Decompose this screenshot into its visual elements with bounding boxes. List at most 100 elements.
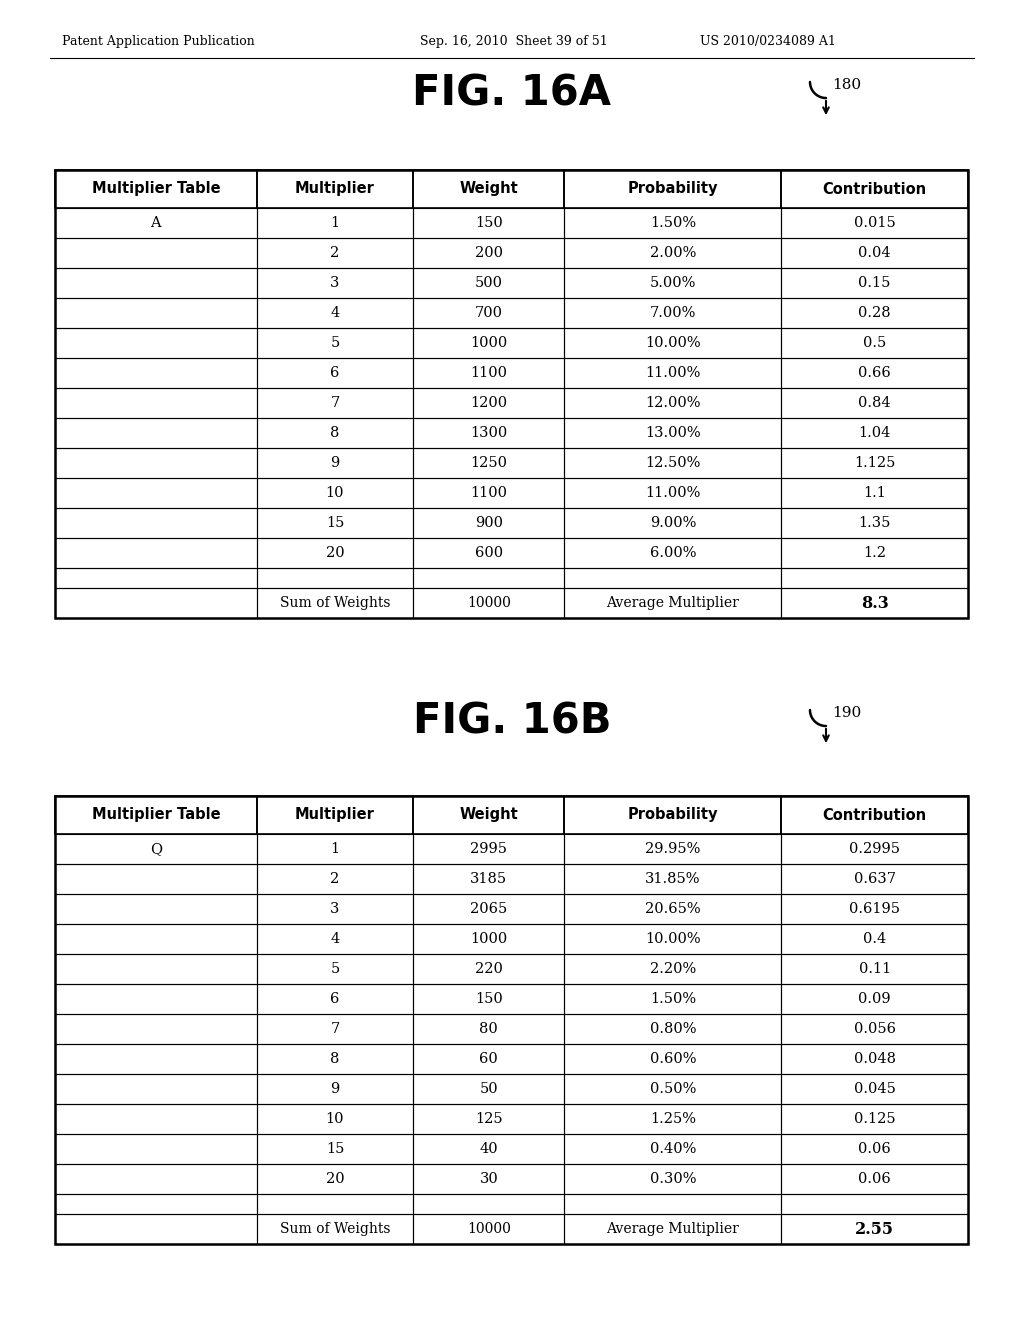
Bar [257,1104,413,1134]
Bar [781,1164,968,1195]
Text: 9: 9 [331,1082,340,1096]
Bar [413,983,564,1014]
Bar [781,1214,968,1243]
Bar [55,568,257,587]
Text: 0.66: 0.66 [858,366,891,380]
Text: FIG. 16B: FIG. 16B [413,700,611,742]
Bar [257,796,413,834]
Text: 1200: 1200 [470,396,507,411]
Bar [781,327,968,358]
Text: 1250: 1250 [470,455,507,470]
Bar [564,924,781,954]
Text: 60: 60 [479,1052,499,1067]
Text: 10000: 10000 [467,1222,511,1236]
Text: 12.00%: 12.00% [645,396,700,411]
Bar [257,238,413,268]
Text: 3185: 3185 [470,873,507,886]
Text: 0.40%: 0.40% [649,1142,696,1156]
Bar [781,894,968,924]
Text: Sum of Weights: Sum of Weights [280,597,390,610]
Bar [781,238,968,268]
Text: 40: 40 [479,1142,498,1156]
Bar [413,327,564,358]
Bar [413,568,564,587]
Bar [55,894,257,924]
Text: Average Multiplier: Average Multiplier [606,597,739,610]
Bar [564,1044,781,1074]
Bar [257,327,413,358]
Text: 8: 8 [331,1052,340,1067]
Text: 900: 900 [475,516,503,531]
Bar [257,388,413,418]
Bar [564,587,781,618]
Bar [257,954,413,983]
Bar [257,1014,413,1044]
Text: 1.1: 1.1 [863,486,886,500]
Text: Contribution: Contribution [822,181,927,197]
Text: 1100: 1100 [470,486,507,500]
Text: 1.50%: 1.50% [650,216,696,230]
Text: 8: 8 [331,426,340,440]
Text: 15: 15 [326,1142,344,1156]
Bar [413,1134,564,1164]
Bar [257,298,413,327]
Text: Multiplier: Multiplier [295,181,375,197]
Bar [55,954,257,983]
Text: Q: Q [150,842,162,855]
Bar [781,1104,968,1134]
Bar [413,358,564,388]
Text: 0.045: 0.045 [854,1082,896,1096]
Text: 6: 6 [331,993,340,1006]
Text: Multiplier Table: Multiplier Table [91,808,220,822]
Bar [564,1104,781,1134]
Bar [55,508,257,539]
Text: 1000: 1000 [470,337,508,350]
Bar [413,834,564,865]
Text: 6: 6 [331,366,340,380]
Text: 7: 7 [331,396,340,411]
Text: 0.048: 0.048 [854,1052,896,1067]
Bar [257,1164,413,1195]
Bar [564,170,781,209]
Text: 2: 2 [331,246,340,260]
Bar [257,539,413,568]
Bar [257,1074,413,1104]
Bar [781,1044,968,1074]
Text: 10: 10 [326,1111,344,1126]
Bar [413,1214,564,1243]
Text: 1: 1 [331,216,340,230]
Bar [257,478,413,508]
Bar [257,924,413,954]
Bar [781,865,968,894]
Bar [413,170,564,209]
Text: 20: 20 [326,546,344,560]
Text: 0.15: 0.15 [858,276,891,290]
Bar [55,170,257,209]
Text: 1000: 1000 [470,932,508,946]
Bar [413,954,564,983]
Text: 2: 2 [331,873,340,886]
Bar [413,894,564,924]
Bar [781,1195,968,1214]
Bar [781,358,968,388]
Bar [413,418,564,447]
Bar [413,796,564,834]
Text: 0.09: 0.09 [858,993,891,1006]
Bar [55,170,968,618]
Bar [781,447,968,478]
Bar [781,924,968,954]
Bar [413,587,564,618]
Bar [413,1164,564,1195]
Bar [55,388,257,418]
Bar [257,1044,413,1074]
Text: FIG. 16A: FIG. 16A [413,73,611,114]
Text: 150: 150 [475,216,503,230]
Text: 10.00%: 10.00% [645,932,700,946]
Text: 12.50%: 12.50% [645,455,700,470]
Bar [564,1134,781,1164]
Text: 6.00%: 6.00% [649,546,696,560]
Bar [564,508,781,539]
Bar [781,478,968,508]
Text: Probability: Probability [628,181,718,197]
Bar [781,268,968,298]
